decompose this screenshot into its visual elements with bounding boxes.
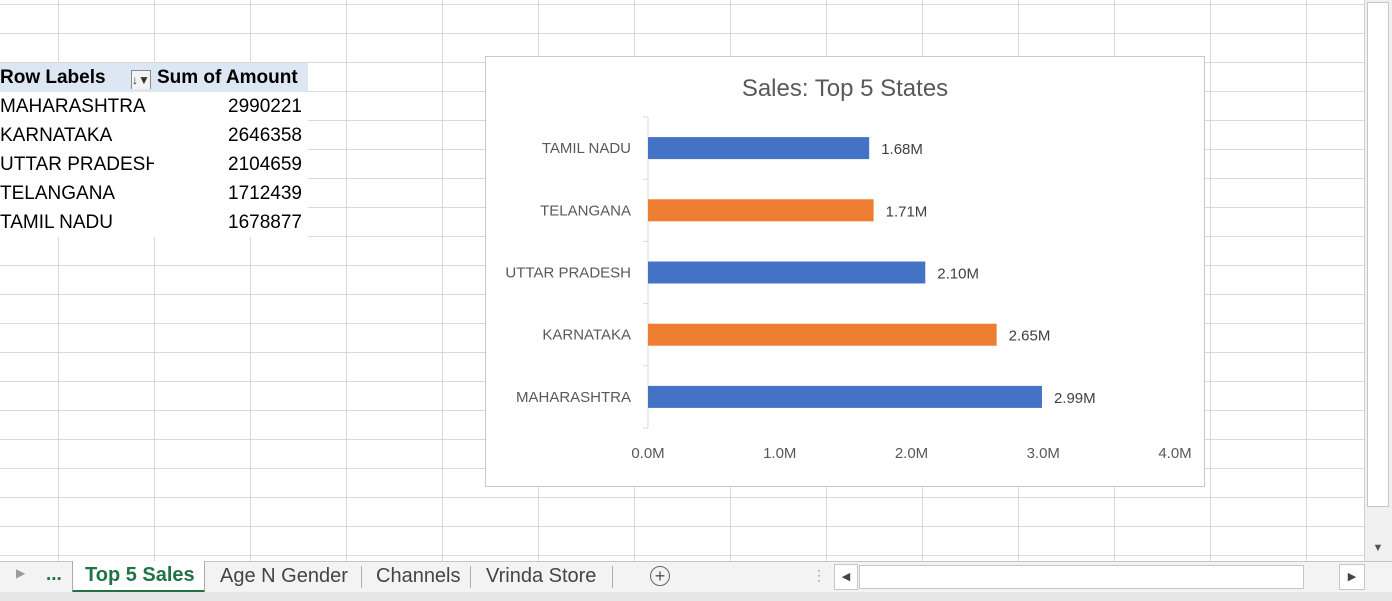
tab-top-5-sales[interactable]: Top 5 Sales	[72, 561, 205, 593]
scroll-right-arrow-icon[interactable]: ▶	[1339, 564, 1365, 590]
pivot-row[interactable]: TELANGANA 1712439	[0, 179, 308, 208]
category-label: KARNATAKA	[542, 327, 631, 344]
filter-dropdown-icon[interactable]: ↓▼	[130, 69, 151, 89]
data-label: 2.65M	[1009, 328, 1051, 345]
pivot-table: Row Labels ↓▼ Sum of Amount MAHARASHTRA …	[0, 63, 308, 237]
bar[interactable]	[648, 385, 1042, 408]
category-label: TELANGANA	[540, 202, 631, 219]
chart-plot-area: TAMIL NADU 1.68M TELANGANA 1.71M UTTAR PRADE…	[505, 116, 1192, 462]
scroll-left-arrow-icon[interactable]: ◀	[834, 564, 858, 590]
more-sheets-ellipsis[interactable]: ...	[46, 564, 62, 585]
tab-divider	[612, 566, 613, 588]
pivot-row-value: 2104659	[228, 153, 302, 175]
x-tick-label: 1.0M	[763, 445, 796, 462]
bar[interactable]	[648, 261, 926, 284]
bar[interactable]	[648, 137, 870, 160]
bar[interactable]	[648, 323, 997, 346]
pivot-row[interactable]: TAMIL NADU 1678877	[0, 208, 308, 237]
pivot-row-label: KARNATAKA	[0, 124, 113, 146]
pivot-row[interactable]: UTTAR PRADESH 2104659	[0, 150, 308, 179]
horizontal-scrollbar[interactable]: ◀ ▶	[834, 564, 1367, 590]
sum-of-amount-header[interactable]: Sum of Amount	[156, 66, 298, 88]
bar[interactable]	[648, 199, 874, 222]
pivot-row-label: MAHARASHTRA	[0, 95, 146, 117]
category-label: TAMIL NADU	[542, 140, 631, 157]
pivot-row-value: 1712439	[228, 182, 302, 204]
category-label: MAHARASHTRA	[516, 389, 631, 406]
pivot-header-row: Row Labels ↓▼ Sum of Amount	[0, 63, 308, 92]
pivot-row[interactable]: MAHARASHTRA 2990221	[0, 92, 308, 121]
category-label: UTTAR PRADESH	[505, 265, 631, 282]
tab-channels[interactable]: Channels	[376, 565, 461, 587]
tab-divider	[470, 566, 471, 588]
tab-vrinda-store[interactable]: Vrinda Store	[486, 565, 597, 587]
tab-age-n-gender[interactable]: Age N Gender	[220, 565, 348, 587]
plus-circle-icon[interactable]: +	[650, 566, 670, 586]
vertical-scrollbar[interactable]: ▼	[1364, 0, 1392, 561]
chart-title: Sales: Top 5 States	[741, 75, 949, 102]
pivot-row-value: 1678877	[228, 211, 302, 233]
x-tick-label: 4.0M	[1158, 445, 1191, 462]
tab-divider	[361, 566, 362, 588]
sales-bar-chart[interactable]: Sales: Top 5 States TAMIL NADU 1.68M TELAN…	[485, 56, 1205, 487]
data-label: 2.10M	[937, 266, 979, 283]
vertical-scroll-thumb[interactable]	[1367, 2, 1389, 507]
row-labels-header[interactable]: Row Labels ↓▼	[0, 66, 151, 89]
pivot-row-label: UTTAR PRADESH	[0, 153, 154, 175]
data-label: 1.68M	[881, 141, 923, 158]
worksheet-grid[interactable]: Row Labels ↓▼ Sum of Amount MAHARASHTRA …	[0, 0, 1364, 561]
data-label: 1.71M	[886, 203, 928, 220]
sheet-tab-bar: ▶ ... Top 5 Sales Age N Gender Channels …	[0, 561, 1392, 593]
x-tick-label: 0.0M	[631, 445, 664, 462]
pivot-row-label: TAMIL NADU	[0, 211, 113, 233]
pivot-row-label: TELANGANA	[0, 182, 116, 204]
pivot-row[interactable]: KARNATAKA 2646358	[0, 121, 308, 150]
x-tick-label: 2.0M	[895, 445, 928, 462]
scroll-down-arrow-icon[interactable]: ▼	[1372, 542, 1384, 554]
tab-split-handle-icon[interactable]: ⋮	[812, 567, 826, 583]
data-label: 2.99M	[1054, 390, 1096, 407]
pivot-row-value: 2646358	[228, 124, 302, 146]
scroll-tabs-left-icon[interactable]: ▶	[16, 566, 26, 580]
pivot-row-value: 2990221	[228, 95, 302, 117]
horizontal-scroll-thumb[interactable]	[859, 565, 1304, 589]
x-tick-label: 3.0M	[1027, 445, 1060, 462]
status-strip	[0, 592, 1392, 601]
